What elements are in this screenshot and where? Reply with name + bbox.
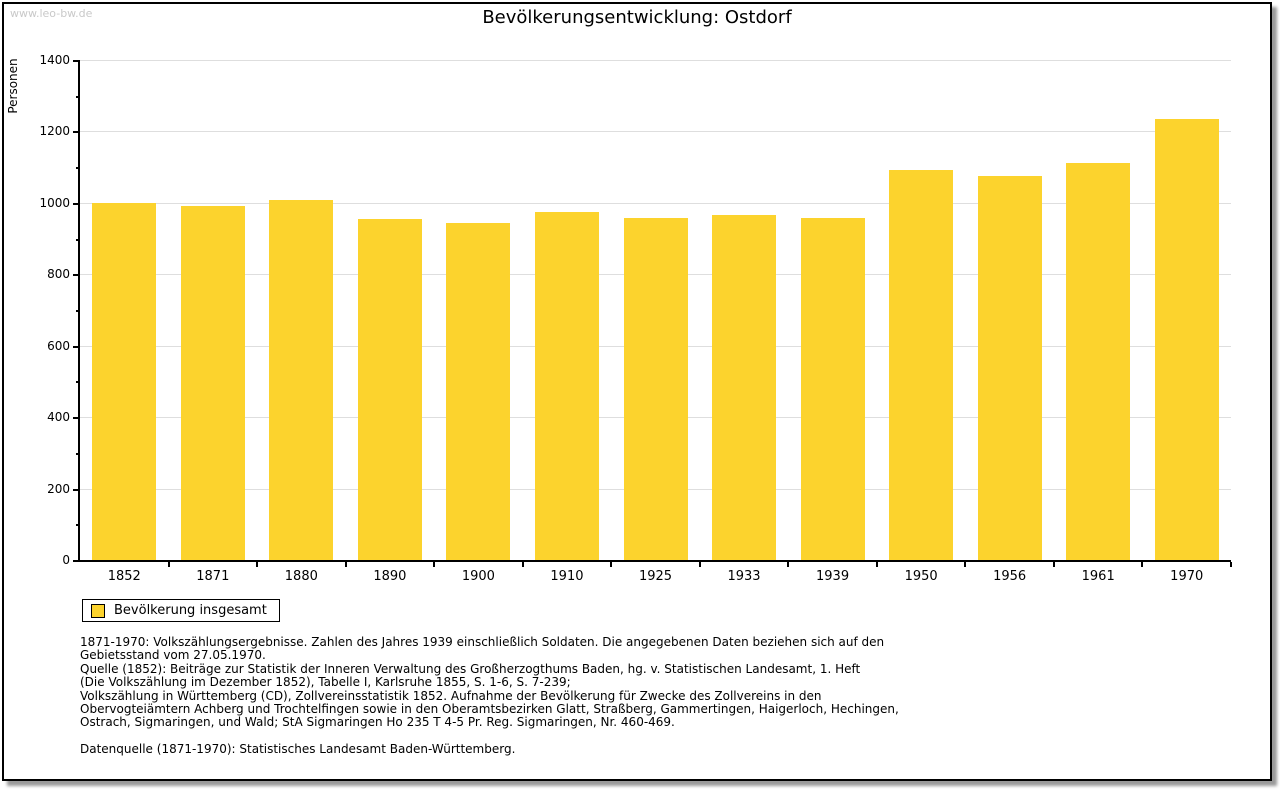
bar-1890 (357, 218, 422, 560)
x-tick (610, 562, 613, 567)
x-tick-label: 1933 (727, 569, 761, 584)
x-tick-label: 1910 (550, 569, 584, 584)
x-tick (1052, 562, 1055, 567)
x-tick (1230, 562, 1232, 567)
x-tick (875, 562, 878, 567)
x-tick-label: 1871 (196, 569, 230, 584)
legend-swatch-icon (91, 603, 105, 618)
x-axis (78, 560, 1231, 562)
y-tick (73, 488, 80, 491)
bar-1950 (889, 170, 954, 560)
x-tick (521, 562, 524, 567)
footnote-line: Quelle (1852): Beiträge zur Statistik de… (80, 661, 861, 676)
bar-1961 (1066, 162, 1131, 560)
x-tick-label: 1970 (1170, 569, 1204, 584)
y-tick (73, 417, 80, 420)
bar-1939 (800, 217, 865, 560)
bar-1910 (534, 211, 599, 560)
x-tick-label: 1880 (284, 569, 318, 584)
bar-1933 (712, 215, 777, 560)
footnote-line: Obervogteiämtern Achberg und Trochtelfin… (80, 702, 899, 717)
y-tick (73, 202, 80, 205)
y-tick-label: 800 (47, 267, 70, 282)
x-tick (698, 562, 701, 567)
y-tick (73, 131, 80, 134)
y-tick-label: 0 (62, 553, 70, 567)
x-tick-label: 1956 (993, 569, 1027, 584)
footnote-line: 1871-1970: Volkszählungsergebnisse. Zahl… (80, 635, 885, 649)
x-tick-label: 1950 (904, 569, 938, 584)
bar-1925 (623, 218, 688, 560)
watermark: www.leo-bw.de (10, 7, 93, 20)
y-axis (78, 60, 80, 562)
x-tick (167, 562, 170, 567)
y-gridline (80, 60, 1231, 61)
y-gridline (80, 131, 1231, 133)
y-tick-label: 600 (47, 338, 70, 353)
x-tick (964, 562, 967, 567)
legend: Bevölkerung insgesamt (82, 599, 280, 622)
y-tick (73, 274, 80, 277)
x-tick-label: 1890 (373, 569, 407, 584)
y-tick (73, 60, 80, 62)
y-tick (73, 345, 80, 348)
x-tick-label: 1900 (461, 569, 495, 584)
x-tick-label: 1961 (1081, 569, 1115, 584)
footnote-lines: 1871-1970: Volkszählungsergebnisse. Zahl… (80, 635, 899, 730)
y-tick-label: 1400 (39, 53, 70, 67)
footnote-line: Ostrach, Sigmaringen, und Wald; StA Sigm… (80, 715, 675, 730)
bar-1880 (269, 200, 334, 560)
chart-card: www.leo-bw.de Bevölkerungsentwicklung: O… (2, 2, 1272, 781)
bar-1900 (446, 223, 511, 560)
y-axis-label: Personen (6, 58, 20, 114)
x-tick (1141, 562, 1144, 567)
y-tick-label: 1200 (39, 124, 70, 139)
x-tick-label: 1925 (638, 569, 673, 584)
footnote-line: Volkszählung in Württemberg (CD), Zollve… (80, 688, 822, 703)
bar-1852 (92, 202, 157, 560)
x-tick (787, 562, 790, 567)
data-source-line: Datenquelle (1871-1970): Statistisches L… (80, 741, 516, 756)
y-tick-label: 200 (47, 481, 70, 496)
x-tick-label: 1852 (107, 569, 141, 584)
y-tick (73, 560, 80, 562)
footnote-line: Gebietsstand vom 27.05.1970. (80, 648, 266, 663)
y-tick-label: 1000 (39, 195, 70, 210)
x-tick (256, 562, 259, 567)
x-tick-label: 1939 (816, 569, 850, 584)
footnotes: 1871-1970: Volkszählungsergebnisse. Zahl… (80, 635, 899, 756)
chart-title: Bevölkerungsentwicklung: Ostdorf (482, 7, 792, 28)
x-tick (433, 562, 436, 567)
y-gridline (80, 202, 1231, 204)
chart-content: www.leo-bw.de Bevölkerungsentwicklung: O… (4, 4, 1270, 779)
footnote-line: (Die Volkszählung im Dezember 1852), Tab… (80, 675, 571, 690)
x-tick (344, 562, 347, 567)
bar-1956 (977, 175, 1042, 560)
y-tick-label: 400 (47, 410, 70, 425)
bar-1871 (180, 206, 245, 560)
bar-1970 (1154, 118, 1219, 560)
legend-label: Bevölkerung insgesamt (114, 603, 267, 618)
